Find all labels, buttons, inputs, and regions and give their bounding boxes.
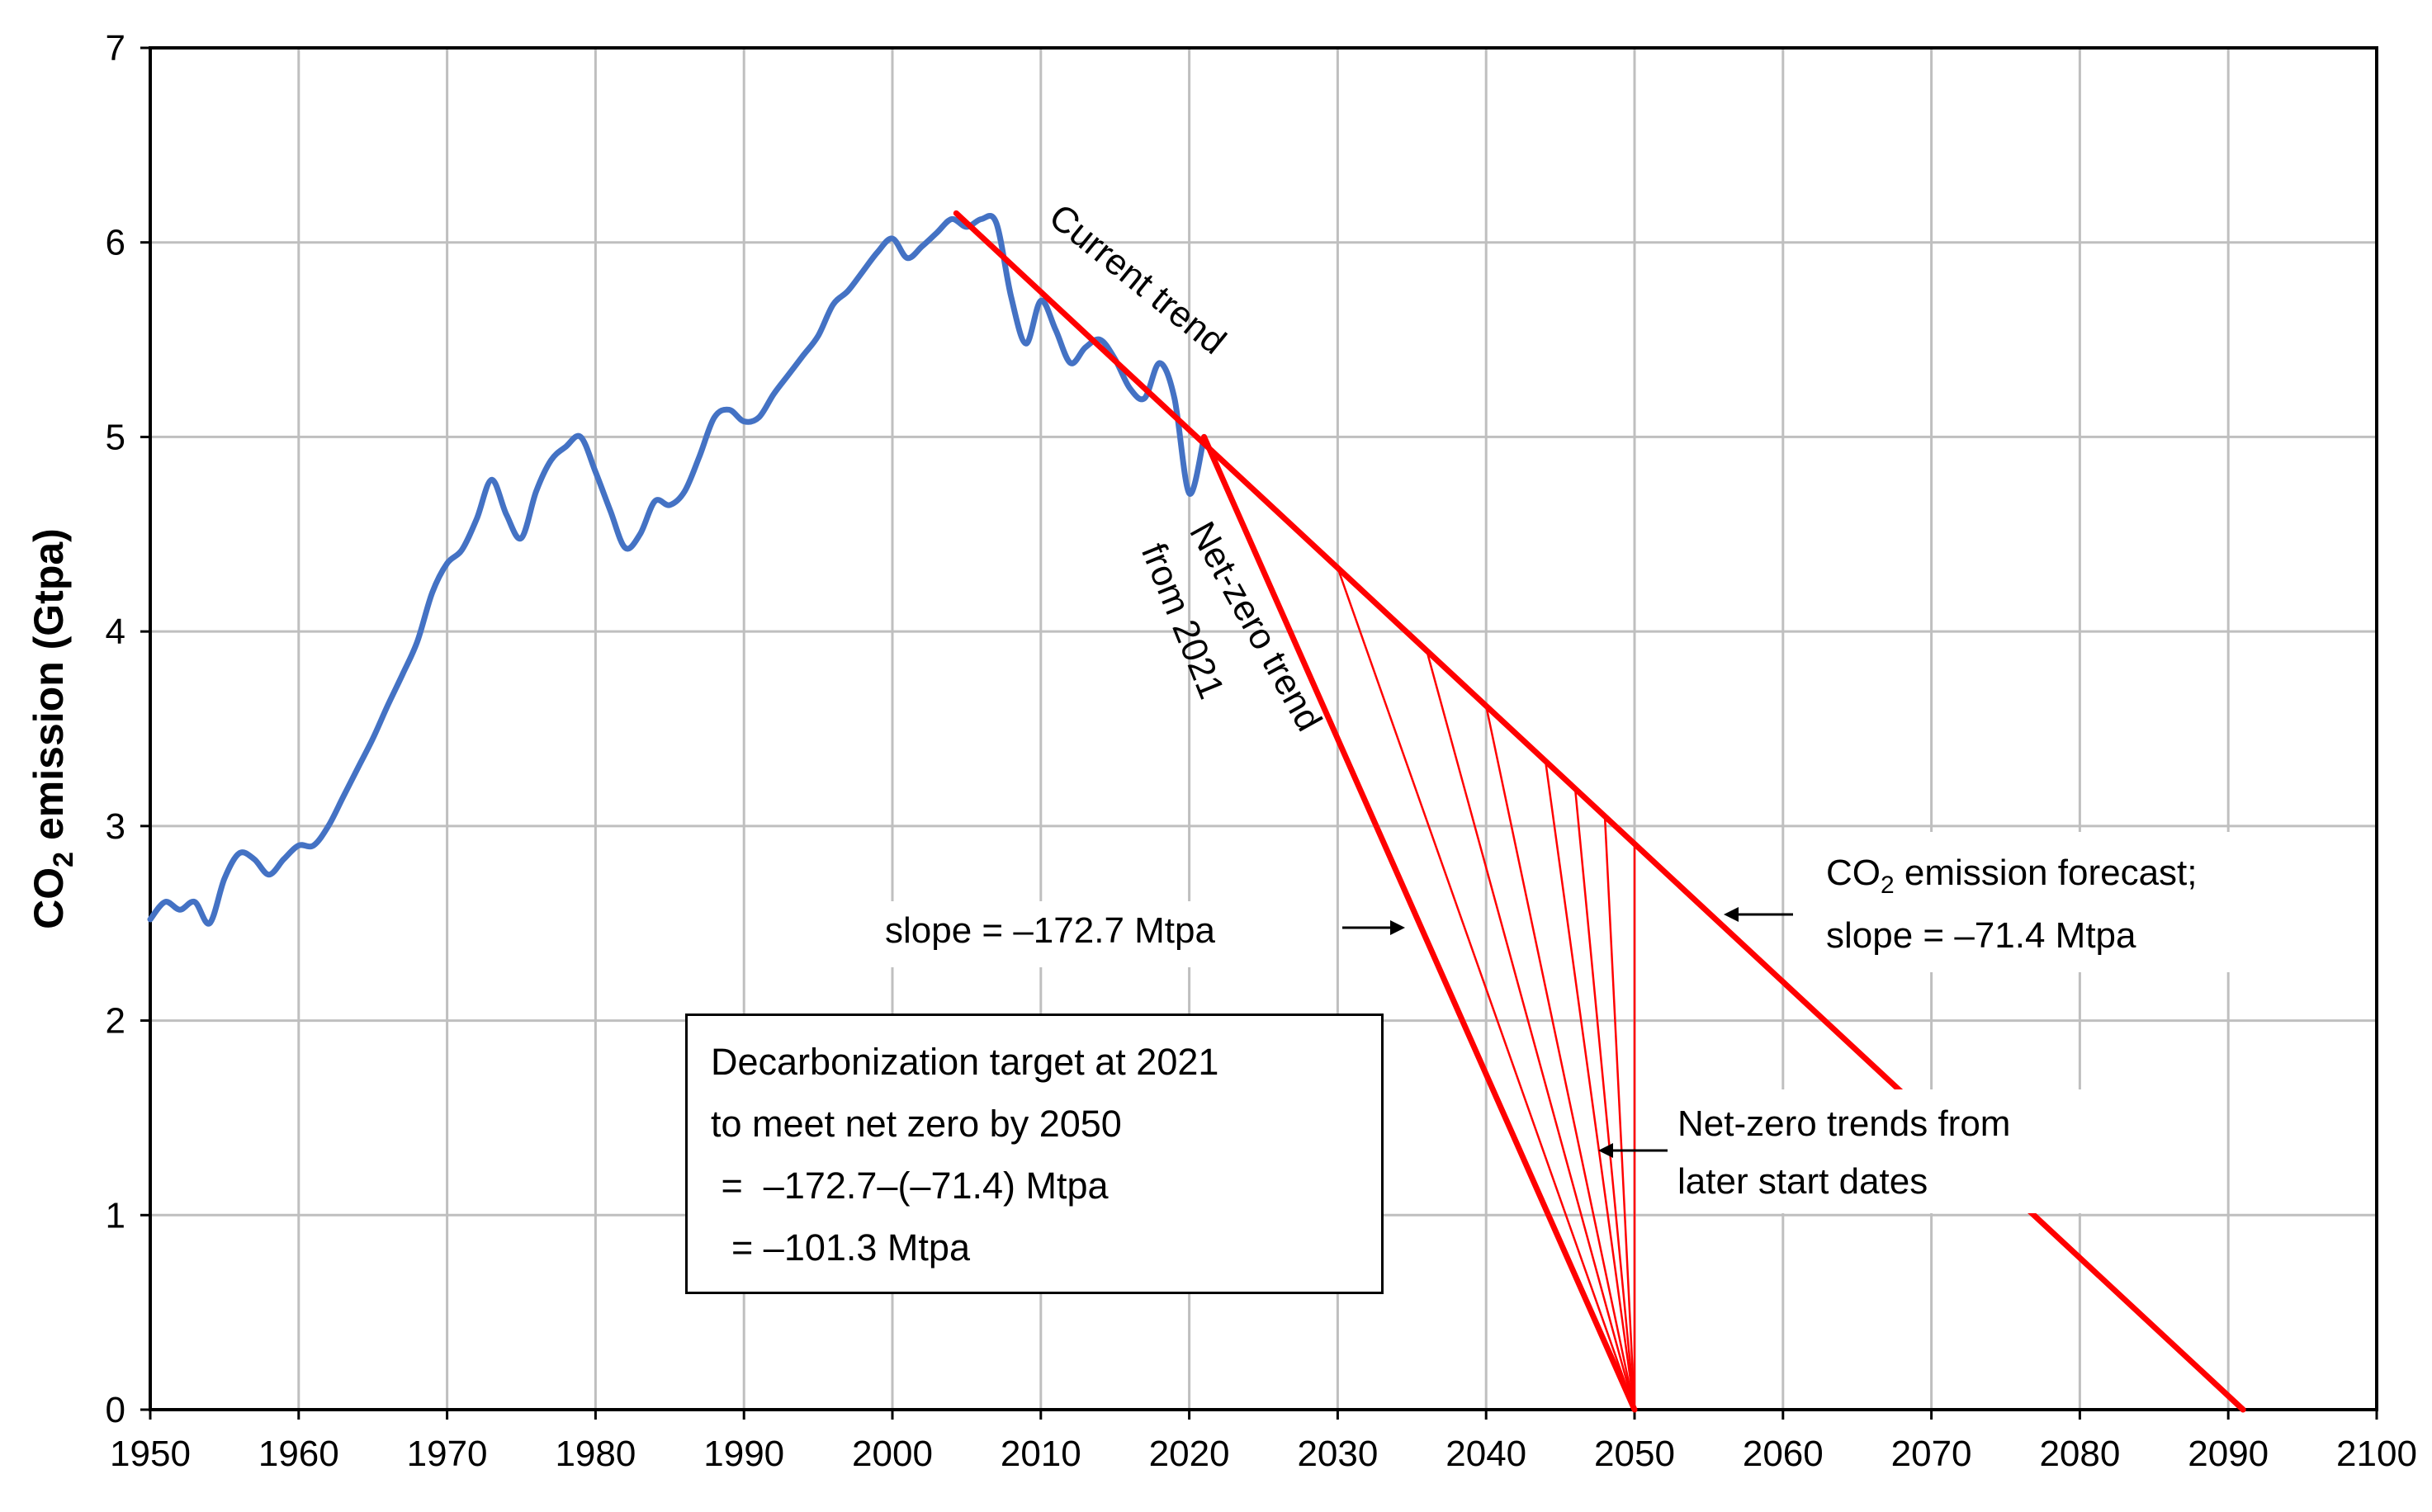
x-tick-label: 2050 [1594, 1434, 1675, 1474]
series-group [147, 210, 2246, 1413]
later-net-zero-line [1484, 706, 1636, 1410]
x-tick-label: 2030 [1297, 1434, 1378, 1474]
y-tick-label: 5 [106, 417, 125, 457]
x-tick-label: 2020 [1149, 1434, 1230, 1474]
x-tick-label: 2080 [2039, 1434, 2120, 1474]
decarbonization-target-box: Decarbonization target at 2021 to meet n… [685, 1014, 1384, 1294]
x-tick-label: 2000 [852, 1434, 933, 1474]
y-tick-label: 3 [106, 806, 125, 847]
plot-area-frame [149, 46, 2378, 1411]
forecast-label-line1: CO2 emission forecast; [1826, 853, 2198, 899]
x-tick-label: 1960 [258, 1434, 339, 1474]
y-tick-label: 7 [106, 28, 125, 69]
later-starts-label-bg [1666, 1089, 2112, 1213]
later-net-zero-line [1544, 760, 1636, 1410]
x-tick-label: 1950 [110, 1434, 191, 1474]
y-axis-label: CO2 emission (Gtpa) [26, 528, 79, 929]
later-net-zero-line [1426, 650, 1636, 1410]
x-tick-label: 2010 [1001, 1434, 1081, 1474]
y-axis-ticks: 0 1 2 3 4 5 6 7 [106, 28, 150, 1430]
forecast-label-bg [1810, 832, 2330, 972]
x-tick-label: 2060 [1743, 1434, 1824, 1474]
slope-left-label: slope = –172.7 Mtpa [885, 910, 1215, 951]
y-tick-label: 4 [106, 612, 125, 652]
x-tick-label: 1970 [407, 1434, 488, 1474]
y-tick-label: 6 [106, 223, 125, 263]
later-net-zero-line [1337, 567, 1636, 1410]
x-tick-label: 2040 [1445, 1434, 1526, 1474]
target-line-3: = –172.7–(–71.4) Mtpa [711, 1165, 1109, 1207]
later-net-zero-line [1603, 815, 1636, 1410]
y-tick-label: 2 [106, 1001, 125, 1042]
x-tick-label: 2070 [1891, 1434, 1972, 1474]
later-net-zero-line [1573, 788, 1636, 1410]
slope-left-arrow [1342, 920, 1405, 935]
forecast-arrow [1724, 907, 1793, 922]
x-tick-label: 1990 [703, 1434, 784, 1474]
y-tick-label: 0 [106, 1390, 125, 1430]
historical-emission-line [147, 213, 1208, 927]
target-line-1: Decarbonization target at 2021 [711, 1041, 1219, 1083]
target-line-4: = –101.3 Mtpa [711, 1226, 970, 1269]
x-tick-label: 1980 [555, 1434, 636, 1474]
later-starts-label-line2: later start dates [1677, 1161, 1928, 1202]
target-line-2: to meet net zero by 2050 [711, 1103, 1122, 1145]
grid-lines [150, 48, 2377, 1410]
x-tick-label: 2090 [2188, 1434, 2269, 1474]
forecast-label-line2: slope = –71.4 Mtpa [1826, 915, 2136, 956]
later-starts-arrow [1598, 1143, 1668, 1158]
later-starts-label-line1: Net-zero trends from [1677, 1103, 2010, 1144]
net-zero-2021-line [1201, 433, 1638, 1413]
current-trend-label: Current trend [1042, 196, 1233, 362]
y-tick-label: 1 [106, 1195, 125, 1236]
slope-left-label-bg [871, 901, 1333, 967]
x-tick-label: 2100 [2336, 1434, 2417, 1474]
x-axis-ticks: 1950 1960 1970 1980 1990 2000 2010 2020 2030 2040… [110, 1410, 2417, 1474]
